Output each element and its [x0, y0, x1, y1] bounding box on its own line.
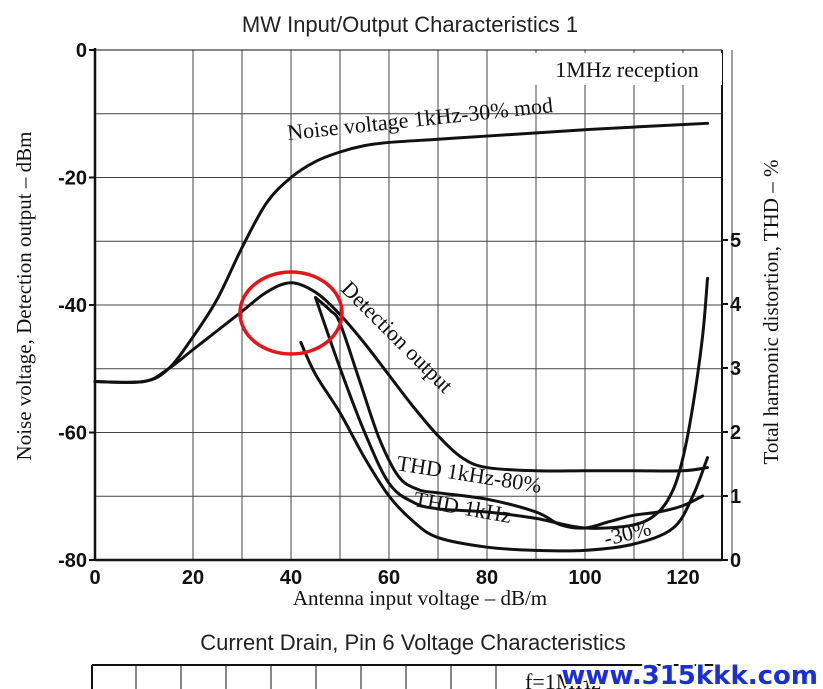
x-tick-label: 0 — [89, 567, 100, 589]
next-chart-frame — [91, 664, 720, 689]
y2-axis-label: Total harmonic distortion, THD – % — [759, 160, 783, 465]
x-tick-label: 120 — [666, 567, 699, 589]
series-label-noise: Noise voltage 1kHz-30% mod — [286, 92, 554, 145]
y-tick-label: 0 — [76, 40, 87, 62]
y-tick-label: -20 — [58, 168, 87, 190]
series-line-4 — [314, 276, 709, 530]
watermark-text: www.315kkk.com — [561, 661, 818, 689]
annotation-text: 1MHz reception — [555, 57, 699, 82]
series-line-0 — [93, 121, 709, 384]
y-axis-label: Noise voltage, Detection output – dBm — [12, 132, 36, 461]
x-tick-label: 60 — [378, 567, 400, 589]
y2-tick-labels: 0 1 2 3 4 5 — [722, 230, 742, 572]
x-tick-label: 20 — [182, 567, 204, 589]
series-line-3 — [299, 340, 709, 553]
y2-tick-label: 5 — [730, 230, 741, 252]
x-tick-labels: 0 20 40 60 80 100 120 — [89, 567, 699, 589]
next-chart-title: Current Drain, Pin 6 Voltage Characteris… — [200, 630, 626, 655]
reception-annotation: 1MHz reception — [530, 53, 722, 85]
y-tick-label: -40 — [58, 295, 87, 317]
y-tick-label: -60 — [58, 423, 87, 445]
next-chart-note: f=1MHz — [525, 669, 601, 689]
series-line-1 — [93, 281, 709, 473]
y2-tick-label: 3 — [730, 358, 741, 380]
highlight-ellipse — [238, 270, 344, 356]
x-axis-label: Antenna input voltage – dB/m — [293, 586, 547, 610]
series-label-detection: Detection output — [336, 276, 458, 398]
x-tick-label: 100 — [568, 567, 601, 589]
x-tick-label: 40 — [280, 567, 302, 589]
y-tick-labels: 0 -20 -40 -60 -80 — [58, 40, 95, 572]
annotation-box — [530, 53, 722, 85]
y-tick-label: -80 — [58, 550, 87, 572]
series-label-thd: THD 1kHz — [412, 486, 513, 528]
y2-tick-label: 1 — [730, 486, 741, 508]
y2-tick-label: 0 — [730, 550, 741, 572]
chart-title: MW Input/Output Characteristics 1 — [242, 12, 578, 37]
y2-tick-label: 4 — [730, 294, 742, 316]
y2-tick-label: 2 — [730, 422, 741, 444]
x-tick-label: 80 — [476, 567, 498, 589]
series-line-2 — [314, 296, 705, 530]
series-lines — [93, 121, 709, 553]
